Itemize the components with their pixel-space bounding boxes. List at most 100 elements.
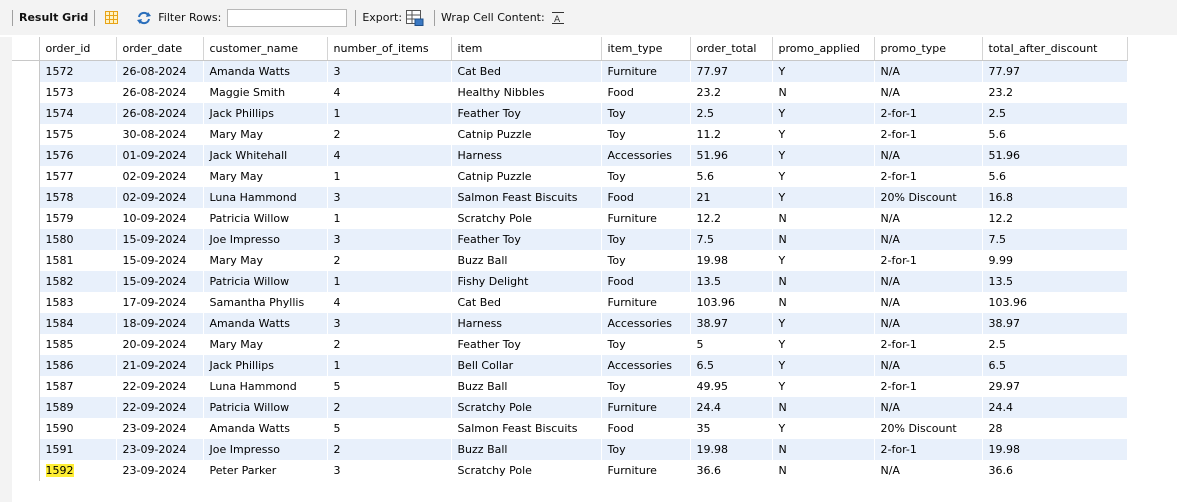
cell-item[interactable]: Cat Bed (451, 292, 601, 313)
table-row[interactable]: 1581 15-09-2024 Mary May 2 Buzz Ball Toy 19.98… (12, 250, 1127, 271)
cell-promo-applied[interactable]: Y (772, 313, 874, 334)
cell-item[interactable]: Scratchy Pole (451, 460, 601, 481)
cell-item-type[interactable]: Accessories (601, 355, 690, 376)
result-grid-tab[interactable]: Result Grid (19, 11, 89, 24)
cell-customer-name[interactable]: Jack Phillips (203, 103, 327, 124)
table-row[interactable]: 1590 23-09-2024 Amanda Watts 5 Salmon Feast … (12, 418, 1127, 439)
column-header-promo-applied[interactable]: promo_applied (772, 37, 875, 61)
cell-item-type[interactable]: Toy (601, 376, 690, 397)
cell-number-of-items[interactable]: 4 (327, 292, 451, 313)
cell-order-id[interactable]: 1587 (39, 376, 116, 397)
cell-promo-type[interactable]: 2-for-1 (874, 103, 982, 124)
cell-order-id[interactable]: 1578 (39, 187, 116, 208)
row-marker[interactable] (12, 166, 40, 187)
table-row[interactable]: 1580 15-09-2024 Joe Impresso 3 Feather Toy To… (12, 229, 1127, 250)
cell-promo-applied[interactable]: N (772, 229, 874, 250)
cell-order-id[interactable]: 1579 (39, 208, 116, 229)
row-marker[interactable] (12, 355, 40, 376)
cell-total-after-discount[interactable]: 29.97 (982, 376, 1127, 397)
column-header-order-id[interactable]: order_id (39, 37, 117, 61)
table-row[interactable]: 1575 30-08-2024 Mary May 2 Catnip Puzzle Toy 1… (12, 124, 1127, 145)
cell-promo-type[interactable]: N/A (874, 229, 982, 250)
cell-order-total[interactable]: 11.2 (690, 124, 772, 145)
cell-promo-applied[interactable]: Y (772, 166, 874, 187)
cell-order-date[interactable]: 22-09-2024 (116, 376, 203, 397)
cell-order-date[interactable]: 22-09-2024 (116, 397, 203, 418)
cell-promo-applied[interactable]: Y (772, 124, 874, 145)
cell-total-after-discount[interactable]: 5.6 (982, 166, 1127, 187)
row-marker[interactable] (12, 187, 40, 208)
cell-item[interactable]: Buzz Ball (451, 250, 601, 271)
cell-order-date[interactable]: 23-09-2024 (116, 418, 203, 439)
cell-promo-applied[interactable]: Y (772, 250, 874, 271)
cell-item-type[interactable]: Toy (601, 250, 690, 271)
cell-promo-type[interactable]: 20% Discount (874, 418, 982, 439)
cell-item-type[interactable]: Furniture (601, 460, 690, 481)
table-row[interactable]: 1587 22-09-2024 Luna Hammond 5 Buzz Ball Toy 4… (12, 376, 1127, 397)
cell-promo-type[interactable]: N/A (874, 355, 982, 376)
cell-order-date[interactable]: 01-09-2024 (116, 145, 203, 166)
cell-promo-applied[interactable]: Y (772, 103, 874, 124)
column-header-number-of-items[interactable]: number_of_items (327, 37, 452, 61)
cell-order-date[interactable]: 15-09-2024 (116, 250, 203, 271)
row-marker[interactable] (12, 439, 40, 460)
table-row[interactable]: 1579 10-09-2024 Patricia Willow 1 Scratchy P… (12, 208, 1127, 229)
cell-total-after-discount[interactable]: 103.96 (982, 292, 1127, 313)
cell-number-of-items[interactable]: 1 (327, 355, 451, 376)
cell-total-after-discount[interactable]: 38.97 (982, 313, 1127, 334)
cell-item-type[interactable]: Toy (601, 124, 690, 145)
cell-order-date[interactable]: 26-08-2024 (116, 103, 203, 124)
cell-promo-type[interactable]: N/A (874, 397, 982, 418)
row-marker[interactable] (12, 313, 40, 334)
cell-item-type[interactable]: Food (601, 271, 690, 292)
cell-customer-name[interactable]: Patricia Willow (203, 208, 327, 229)
table-row[interactable]: 1584 18-09-2024 Amanda Watts 3 Harness Access… (12, 313, 1127, 334)
cell-total-after-discount[interactable]: 77.97 (982, 60, 1127, 82)
cell-customer-name[interactable]: Joe Impresso (203, 229, 327, 250)
cell-promo-type[interactable]: N/A (874, 313, 982, 334)
row-marker[interactable] (12, 229, 40, 250)
cell-number-of-items[interactable]: 2 (327, 439, 451, 460)
cell-number-of-items[interactable]: 1 (327, 103, 451, 124)
cell-order-date[interactable]: 15-09-2024 (116, 271, 203, 292)
export-icon[interactable] (406, 9, 424, 26)
table-row[interactable]: 1573 26-08-2024 Maggie Smith 4 Healthy Nibbl… (12, 82, 1127, 103)
cell-customer-name[interactable]: Peter Parker (203, 460, 327, 481)
cell-customer-name[interactable]: Samantha Phyllis (203, 292, 327, 313)
cell-order-total[interactable]: 77.97 (690, 60, 772, 82)
cell-item[interactable]: Cat Bed (451, 60, 601, 82)
cell-total-after-discount[interactable]: 12.2 (982, 208, 1127, 229)
cell-order-total[interactable]: 35 (690, 418, 772, 439)
cell-total-after-discount[interactable]: 9.99 (982, 250, 1127, 271)
row-marker[interactable] (12, 103, 40, 124)
cell-item-type[interactable]: Toy (601, 166, 690, 187)
cell-total-after-discount[interactable]: 2.5 (982, 334, 1127, 355)
cell-item-type[interactable]: Accessories (601, 313, 690, 334)
cell-customer-name[interactable]: Mary May (203, 334, 327, 355)
cell-total-after-discount[interactable]: 6.5 (982, 355, 1127, 376)
cell-order-date[interactable]: 18-09-2024 (116, 313, 203, 334)
cell-item-type[interactable]: Food (601, 187, 690, 208)
cell-order-id[interactable]: 1582 (39, 271, 116, 292)
cell-item[interactable]: Catnip Puzzle (451, 124, 601, 145)
cell-order-total[interactable]: 13.5 (690, 271, 772, 292)
cell-item[interactable]: Feather Toy (451, 103, 601, 124)
cell-promo-applied[interactable]: N (772, 397, 874, 418)
cell-order-id[interactable]: 1584 (39, 313, 116, 334)
cell-order-total[interactable]: 21 (690, 187, 772, 208)
table-row[interactable]: 1591 23-09-2024 Joe Impresso 2 Buzz Ball Toy 1… (12, 439, 1127, 460)
grid-view-icon[interactable] (105, 11, 119, 24)
cell-number-of-items[interactable]: 1 (327, 271, 451, 292)
cell-number-of-items[interactable]: 3 (327, 229, 451, 250)
cell-total-after-discount[interactable]: 23.2 (982, 82, 1127, 103)
cell-total-after-discount[interactable]: 13.5 (982, 271, 1127, 292)
cell-order-id[interactable]: 1580 (39, 229, 116, 250)
cell-promo-applied[interactable]: N (772, 82, 874, 103)
cell-promo-type[interactable]: 2-for-1 (874, 334, 982, 355)
cell-number-of-items[interactable]: 3 (327, 187, 451, 208)
cell-order-total[interactable]: 23.2 (690, 82, 772, 103)
cell-customer-name[interactable]: Patricia Willow (203, 271, 327, 292)
cell-order-date[interactable]: 15-09-2024 (116, 229, 203, 250)
table-row[interactable]: 1585 20-09-2024 Mary May 2 Feather Toy Toy 5 Y 2… (12, 334, 1127, 355)
row-marker[interactable] (12, 397, 40, 418)
